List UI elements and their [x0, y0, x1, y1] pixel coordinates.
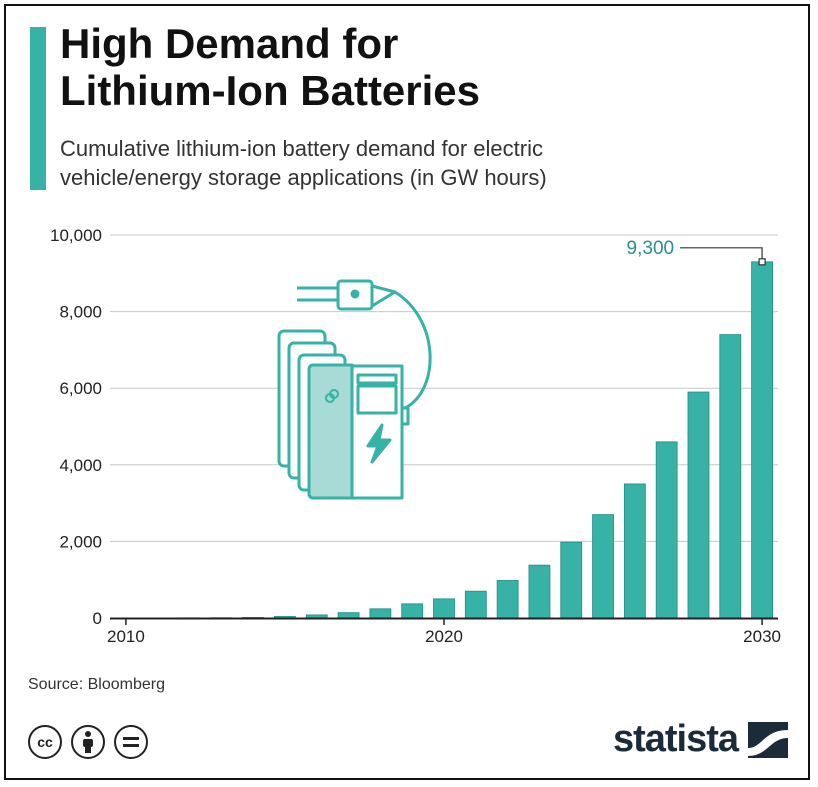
equals-icon: [123, 737, 139, 747]
license-icons: cc: [28, 725, 148, 759]
figure-frame: [4, 4, 810, 780]
chart-subtitle: Cumulative lithium-ion battery demand fo…: [60, 134, 760, 192]
bar: [655, 441, 678, 619]
source-note: Source: Bloomberg: [28, 676, 165, 693]
y-tick-label: 8,000: [59, 303, 102, 322]
y-tick-label: 10,000: [50, 226, 102, 245]
bar: [751, 261, 773, 619]
y-tick-label: 6,000: [59, 379, 102, 398]
subtitle-line-2: vehicle/energy storage applications (in …: [60, 165, 547, 190]
bar: [337, 612, 360, 619]
gridlines: [110, 234, 778, 542]
bar: [592, 514, 614, 619]
title-line-1: High Demand for: [60, 20, 399, 67]
x-tick-label: 2010: [107, 627, 145, 646]
person-icon: [83, 731, 93, 753]
bar: [687, 391, 710, 619]
bar: [719, 334, 742, 619]
by-icon: [71, 725, 105, 759]
nd-icon: [114, 725, 148, 759]
bar: [401, 603, 424, 619]
y-tick-label: 2,000: [59, 532, 102, 551]
callout-label: 9,300: [627, 238, 675, 259]
bar: [369, 608, 392, 619]
cc-icon: cc: [28, 725, 62, 759]
x-axis-ticks: 2010 2020 2030: [107, 618, 781, 646]
title-accent-bar: [30, 27, 46, 190]
y-tick-label: 0: [93, 609, 102, 628]
bar: [433, 598, 455, 619]
ev-charger-illustration: [277, 279, 432, 500]
callout-leader: [680, 247, 763, 259]
bar: [496, 580, 519, 619]
statista-mark-icon: [748, 721, 788, 758]
chart-title: High Demand for Lithium-Ion Batteries: [60, 20, 760, 114]
bar: [623, 483, 646, 619]
title-line-2: Lithium-Ion Batteries: [60, 67, 481, 114]
brand-wordmark: statista: [612, 718, 739, 760]
x-tick-label: 2030: [743, 627, 781, 646]
callout-marker: [758, 258, 766, 266]
y-tick-label: 4,000: [59, 456, 102, 475]
statista-logo: statista: [613, 718, 788, 761]
y-axis-ticks: 0 2,000 4,000 6,000 8,000 10,000: [50, 226, 102, 628]
bar: [528, 564, 551, 619]
subtitle-line-1: Cumulative lithium-ion battery demand fo…: [60, 136, 543, 161]
value-callout: 9,300: [627, 238, 766, 266]
bar: [464, 590, 487, 619]
bar: [560, 541, 583, 619]
bars: [115, 261, 773, 619]
x-tick-label: 2020: [425, 627, 463, 646]
